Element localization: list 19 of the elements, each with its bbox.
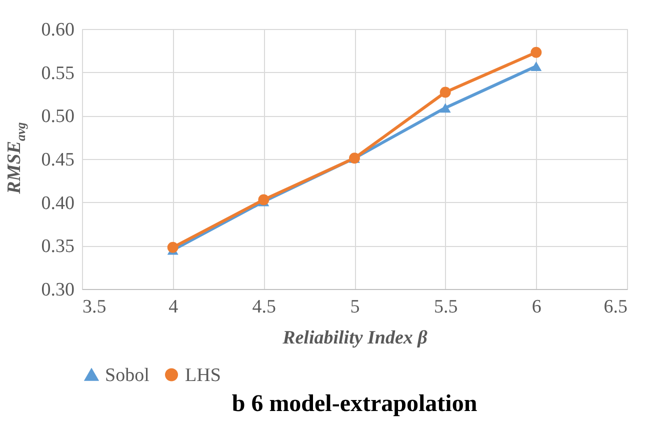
x-tick-label: 5 — [350, 296, 360, 318]
x-tick-label: 4.5 — [252, 296, 276, 318]
legend-label: LHS — [185, 364, 221, 386]
y-tick-label: 0.50 — [41, 106, 74, 128]
x-tick-label: 6 — [532, 296, 542, 318]
y-tick-label: 0.35 — [41, 236, 74, 258]
y-tick-label: 0.55 — [41, 62, 74, 84]
legend-label: Sobol — [105, 365, 150, 386]
x-tick-label: 5.5 — [434, 296, 458, 318]
x-axis-title: Reliability Index β — [282, 328, 428, 348]
x-tick-label: 3.5 — [82, 296, 106, 318]
text: b 6 model-extrapolation — [232, 391, 478, 417]
y-tick-label: 0.45 — [41, 150, 74, 170]
y-tick-label: 0.30 — [41, 280, 74, 300]
x-tick-label: 4 — [168, 296, 179, 318]
y-tick-label: 0.60 — [41, 20, 74, 40]
y-axis-title: RMSEavg — [4, 122, 28, 195]
x-tick-label: 6.5 — [604, 296, 628, 318]
y-tick-label: 0.40 — [41, 192, 74, 214]
